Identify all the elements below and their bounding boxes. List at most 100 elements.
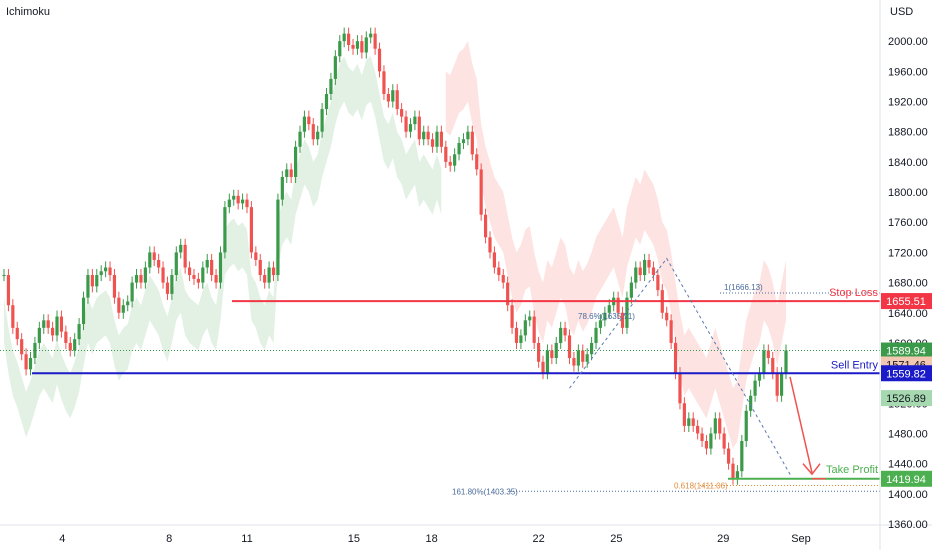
candle-body <box>572 358 576 366</box>
candle-body <box>2 275 6 277</box>
candle-body <box>753 380 757 396</box>
candle-body <box>483 214 488 238</box>
candle-body <box>342 33 346 42</box>
x-tick-label: 25 <box>610 533 622 545</box>
candle-body <box>519 335 523 343</box>
candle-body <box>501 275 505 283</box>
candle-body <box>682 403 686 426</box>
candle-body <box>329 78 333 94</box>
candle-body <box>673 342 678 374</box>
candle-body <box>532 316 536 343</box>
sell-entry-label: Sell Entry <box>831 359 879 371</box>
candle-body <box>126 301 130 306</box>
candle-body <box>492 252 497 268</box>
candle-body <box>33 342 37 359</box>
candle-body <box>779 373 784 396</box>
candle-body <box>373 33 377 49</box>
candle-body <box>187 267 192 276</box>
candle-body <box>497 267 501 276</box>
y-tick-label: 1360.00 <box>888 519 928 531</box>
candle-body <box>430 139 435 147</box>
candle-body <box>302 116 307 132</box>
candle-body <box>174 252 178 276</box>
candle-body <box>426 131 430 140</box>
candle-body <box>766 350 770 359</box>
candle-body <box>73 339 77 351</box>
take-profit-price-tag: 1419.94 <box>886 474 926 486</box>
candle-body <box>377 48 382 72</box>
candle-body <box>369 33 373 38</box>
x-tick-label: 22 <box>532 533 544 545</box>
candle-body <box>713 418 717 434</box>
candle-body <box>400 109 404 117</box>
candle-body <box>143 267 147 283</box>
candle-body <box>576 350 580 366</box>
candle-body <box>46 320 50 328</box>
candle-body <box>196 278 200 283</box>
candle-body <box>771 358 775 374</box>
candle-body <box>227 199 231 208</box>
y-tick-label: 1440.00 <box>888 459 928 471</box>
candle-body <box>408 124 413 132</box>
candle-body <box>413 116 417 125</box>
candle-body <box>170 275 174 294</box>
kijun-price-tag: 1526.89 <box>886 393 926 405</box>
candle-body <box>453 154 457 166</box>
candle-body <box>280 176 284 200</box>
candle-body <box>333 56 337 79</box>
candle-body <box>311 124 315 140</box>
candle-body <box>422 131 426 140</box>
candle-body <box>439 131 443 147</box>
candle-body <box>625 297 629 328</box>
sell-entry-price-tag: 1559.82 <box>886 368 926 380</box>
candle-body <box>55 316 59 336</box>
y-tick-label: 1960.00 <box>888 66 928 78</box>
current-price-tag: 1589.94 <box>886 346 926 358</box>
candle-body <box>554 342 558 359</box>
candle-body <box>435 131 439 147</box>
kijun-price-tag-bg <box>881 390 932 407</box>
ichimoku-cloud-bearish <box>445 41 786 449</box>
candle-body <box>479 169 483 215</box>
candle-body <box>201 267 205 283</box>
candle-body <box>15 327 19 340</box>
fib-label-100: 1(1666.13) <box>724 283 763 292</box>
candle-body <box>620 312 625 328</box>
candle-body <box>42 320 46 328</box>
candle-body <box>148 252 152 268</box>
candle-body <box>139 275 143 283</box>
candle-body <box>775 373 779 396</box>
candle-body <box>165 282 170 294</box>
x-tick-label: 29 <box>717 533 729 545</box>
candle-body <box>338 41 342 57</box>
candle-body <box>59 316 64 332</box>
take-profit-price-tag-bg <box>881 470 932 487</box>
candle-body <box>316 131 320 140</box>
candle-body <box>590 342 594 355</box>
trade-arrow-down <box>789 376 813 473</box>
arrow-head-down <box>802 463 821 476</box>
candle-body <box>240 199 245 204</box>
candle-body <box>638 267 642 276</box>
candle-body <box>523 320 527 336</box>
candle-body <box>581 350 585 362</box>
candle-body <box>249 207 254 253</box>
x-tick-label: 11 <box>241 533 252 545</box>
x-tick-label: 8 <box>166 533 172 545</box>
candle-body <box>214 275 218 283</box>
candle-body <box>718 418 722 434</box>
x-tick-label: 18 <box>426 533 438 545</box>
y-tick-label: 1760.00 <box>888 217 928 229</box>
fib-label-161: 161.80%(1403.35) <box>452 487 518 496</box>
take-profit-label: Take Profit <box>826 464 878 476</box>
candle-body <box>528 316 532 321</box>
candle-body <box>254 252 258 260</box>
candle-body <box>722 433 726 449</box>
candle-body <box>744 410 748 442</box>
candle-body <box>77 324 81 340</box>
candle-body <box>307 116 311 125</box>
candle-body <box>232 195 236 200</box>
candle-body <box>117 297 121 313</box>
candle-body <box>391 90 395 102</box>
candle-body <box>616 297 620 313</box>
